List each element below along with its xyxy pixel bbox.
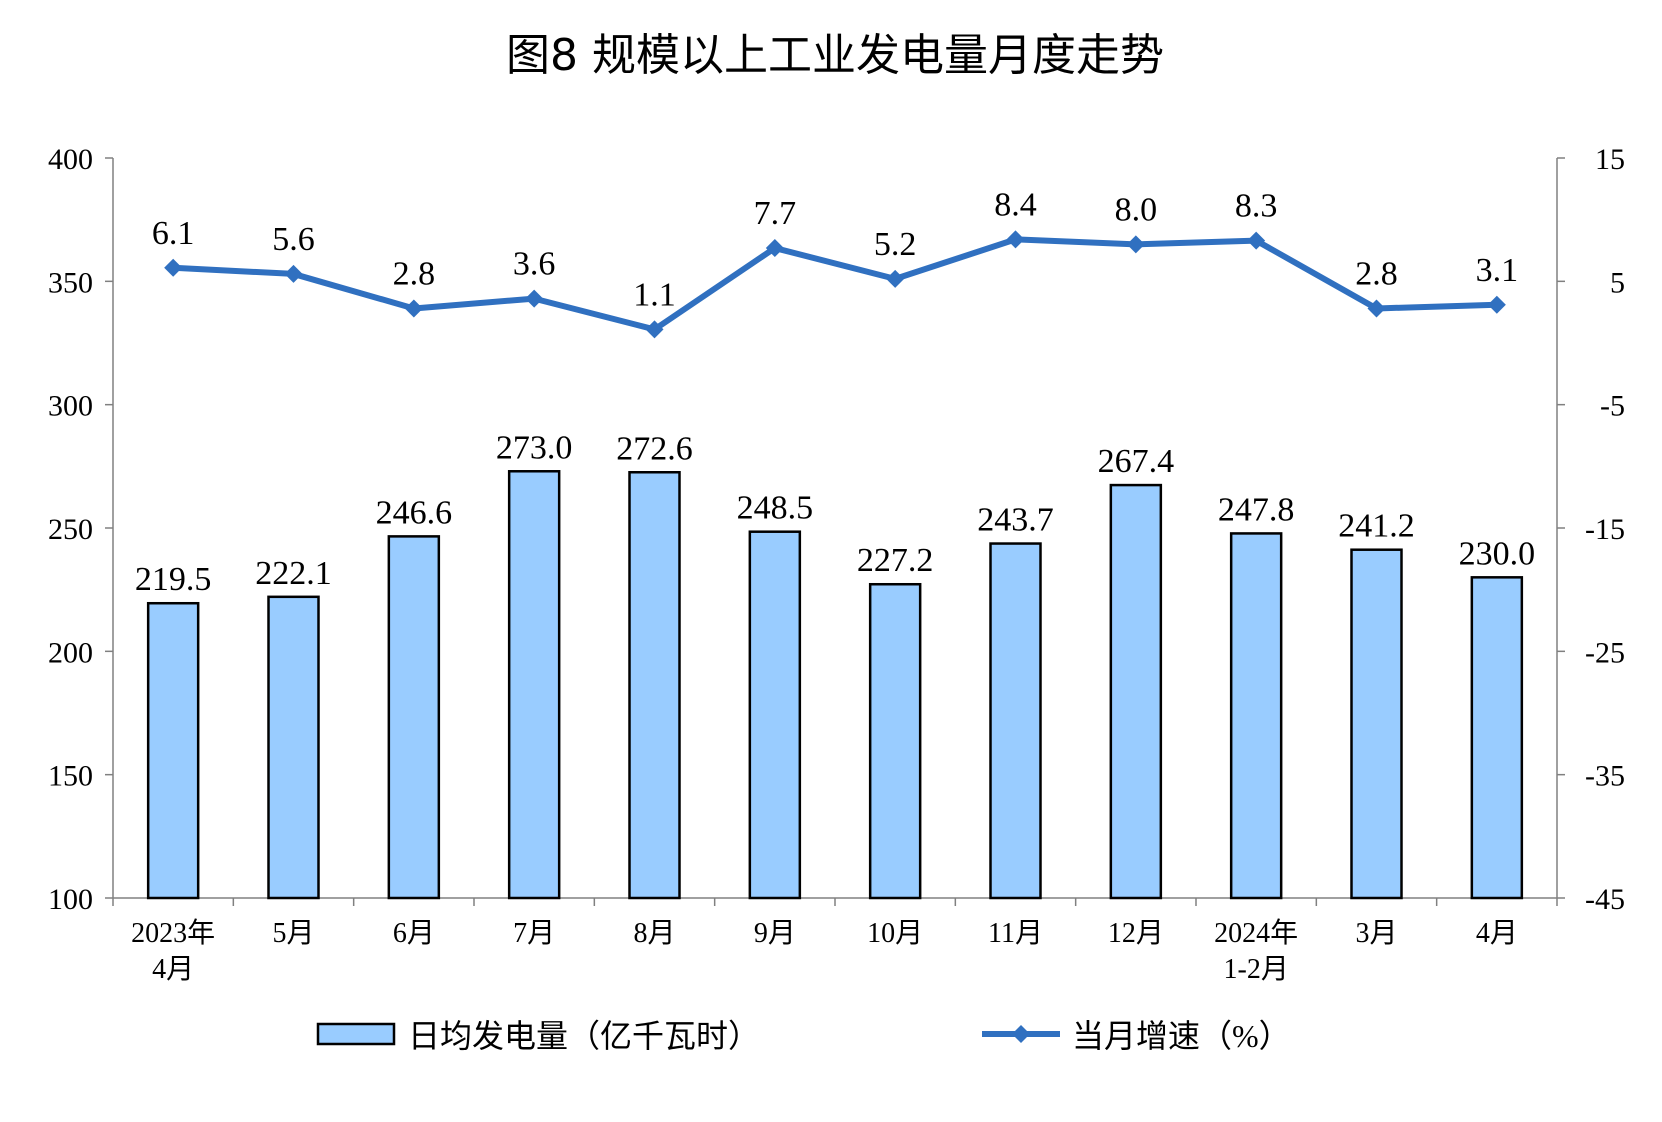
x-tick-label: 12月 [1108, 918, 1164, 949]
right-tick-label: -5 [1600, 390, 1625, 423]
x-tick-label: 3月 [1355, 918, 1397, 949]
line-data-label: 8.0 [1115, 191, 1158, 228]
chart-title: 图8 规模以上工业发电量月度走势 [506, 30, 1164, 81]
left-tick-label: 200 [48, 636, 93, 669]
legend-bar-label: 日均发电量（亿千瓦时） [408, 1018, 760, 1054]
left-tick-label: 400 [48, 143, 93, 176]
bar-data-label: 273.0 [496, 429, 573, 466]
growth-line [173, 236, 1497, 333]
left-tick-label: 300 [48, 390, 93, 423]
x-tick-label: 9月 [754, 918, 796, 949]
growth-marker [164, 258, 183, 277]
bar [146, 601, 200, 900]
left-tick-label: 250 [48, 513, 93, 546]
line-data-label: 5.6 [272, 221, 315, 258]
x-tick-label: 6月 [393, 918, 435, 949]
bar-data-label: 267.4 [1098, 443, 1175, 480]
line-data-label: 8.3 [1235, 188, 1278, 225]
x-tick-label: 4月 [1476, 918, 1518, 949]
bar-data-label: 243.7 [977, 502, 1054, 539]
bar [989, 542, 1042, 900]
line-data-label: 1.1 [633, 276, 676, 313]
bar-data-label: 246.6 [376, 494, 453, 531]
line-data-label: 6.1 [152, 215, 195, 252]
line-data-label: 2.8 [393, 255, 436, 292]
growth-marker [1487, 295, 1506, 314]
x-tick-label: 10月 [867, 918, 923, 949]
growth-marker [1006, 230, 1025, 249]
growth-marker [765, 239, 784, 258]
bar-data-label: 222.1 [255, 555, 332, 592]
bar [267, 595, 320, 900]
bar-data-label: 272.6 [616, 430, 693, 467]
x-tick-label: 4月 [152, 954, 194, 985]
x-tick-label: 11月 [988, 918, 1043, 949]
right-tick-label: 15 [1595, 143, 1625, 176]
bar [1470, 576, 1524, 900]
right-tick-label: -45 [1585, 883, 1625, 916]
line-data-label: 8.4 [994, 186, 1037, 223]
bar-data-label: 247.8 [1218, 491, 1295, 528]
x-tick-label: 5月 [272, 918, 314, 949]
growth-marker [645, 320, 664, 339]
line-data-label: 5.2 [874, 226, 917, 263]
plot-area: 100 150 200 250 300 350 400 -45 -35 -25 -15 -5 5 15 21… [48, 143, 1625, 985]
line-data-label: 3.1 [1476, 252, 1519, 289]
bar-data-label: 227.2 [857, 542, 934, 579]
x-tick-label: 8月 [633, 918, 675, 949]
growth-marker [525, 289, 544, 308]
bar [1229, 532, 1283, 900]
bar [868, 582, 922, 900]
growth-marker [404, 299, 423, 318]
right-tick-label: -15 [1585, 513, 1625, 546]
bar-data-label: 219.5 [135, 561, 212, 598]
x-tick-label: 2024年 [1214, 917, 1298, 949]
bar [628, 471, 681, 900]
line-data-label: 7.7 [754, 195, 797, 232]
growth-marker [1247, 231, 1266, 250]
right-tick-label: -35 [1585, 760, 1625, 793]
legend: 日均发电量（亿千瓦时） 当月增速（%） [316, 1018, 1291, 1054]
bar-data-label: 230.0 [1459, 535, 1536, 572]
bar [507, 470, 561, 900]
right-tick-label: -25 [1585, 636, 1625, 669]
bar-data-label: 241.2 [1338, 508, 1415, 545]
bar [387, 535, 441, 900]
left-tick-label: 150 [48, 760, 93, 793]
right-tick-label: 5 [1610, 266, 1625, 299]
legend-line-marker [1012, 1025, 1030, 1043]
growth-marker [1126, 235, 1145, 254]
growth-marker [1367, 299, 1386, 318]
legend-bar-swatch [316, 1022, 396, 1046]
growth-marker [284, 264, 303, 283]
bar [748, 530, 802, 900]
bar-data-label: 248.5 [737, 490, 814, 527]
bar [1109, 483, 1163, 900]
growth-marker [886, 269, 905, 288]
line-data-label: 3.6 [513, 246, 556, 283]
legend-line-label: 当月增速（%） [1072, 1018, 1291, 1054]
x-tick-label: 7月 [513, 918, 555, 949]
line-data-label: 2.8 [1355, 255, 1398, 292]
bar [1350, 548, 1403, 900]
x-tick-label: 1-2月 [1224, 954, 1289, 985]
left-tick-label: 350 [48, 266, 93, 299]
left-tick-label: 100 [48, 883, 93, 916]
x-tick-label: 2023年 [131, 917, 215, 949]
